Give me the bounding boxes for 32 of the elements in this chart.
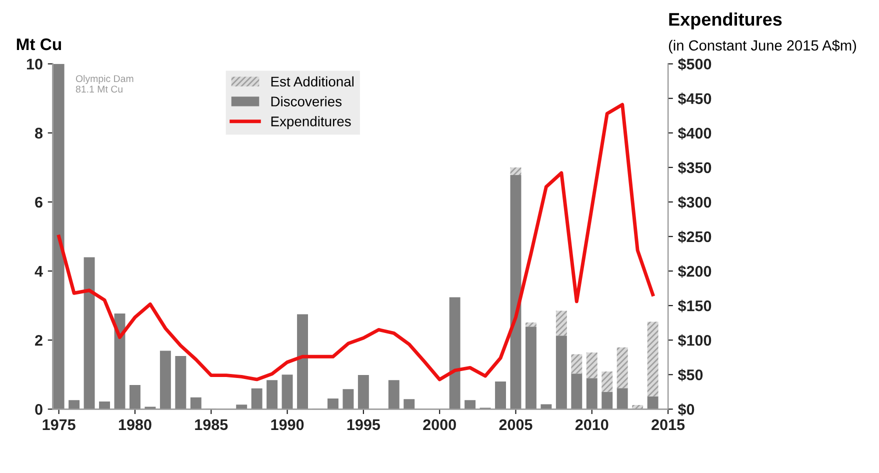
y2-tick-label: $300 xyxy=(678,196,712,209)
x-tick-label: 1975 xyxy=(42,419,76,430)
y-tick-label: 4 xyxy=(34,266,43,277)
x-tick-label: 2015 xyxy=(652,419,685,430)
x-tick-label: 2010 xyxy=(575,419,608,430)
y-tick-label: 2 xyxy=(35,334,42,346)
y-tick-label: 8 xyxy=(35,128,43,139)
legend-label: Discoveries xyxy=(271,96,342,106)
y-tick-label: 0 xyxy=(35,404,42,415)
x-tick-label: 1985 xyxy=(195,419,228,430)
x-tick-label: 1980 xyxy=(118,419,152,430)
y2-tick-label: $450 xyxy=(678,92,712,106)
y2-tick-label: $250 xyxy=(678,230,712,244)
y-tick-label: 6 xyxy=(35,196,42,208)
x-tick-label: 1990 xyxy=(271,419,304,430)
y2-tick-label: $400 xyxy=(678,127,712,140)
annotation: Olympic Dam 81.1 Mt Cu xyxy=(76,74,134,93)
x-tick-label: 1995 xyxy=(347,419,380,430)
y2-tick-label: $150 xyxy=(678,300,712,312)
y2-tick-label: $500 xyxy=(678,58,712,71)
legend-label: Est Additional xyxy=(271,76,354,87)
y2-axis-title: Expenditures (in Constant June 2015 A$m) xyxy=(668,12,856,54)
y2-tick-label: $200 xyxy=(678,265,712,278)
y2-tick-label: $50 xyxy=(678,368,703,382)
y-tick-label: 10 xyxy=(26,58,42,70)
y2-tick-label: $100 xyxy=(678,334,712,347)
x-tick-label: 2005 xyxy=(499,419,532,430)
y2-tick-label: $0 xyxy=(678,403,694,416)
x-tick-label: 2000 xyxy=(423,419,456,430)
y2-tick-label: $350 xyxy=(678,162,712,174)
y-axis-title: Mt Cu xyxy=(16,38,62,50)
legend-label: Expenditures xyxy=(271,116,351,130)
